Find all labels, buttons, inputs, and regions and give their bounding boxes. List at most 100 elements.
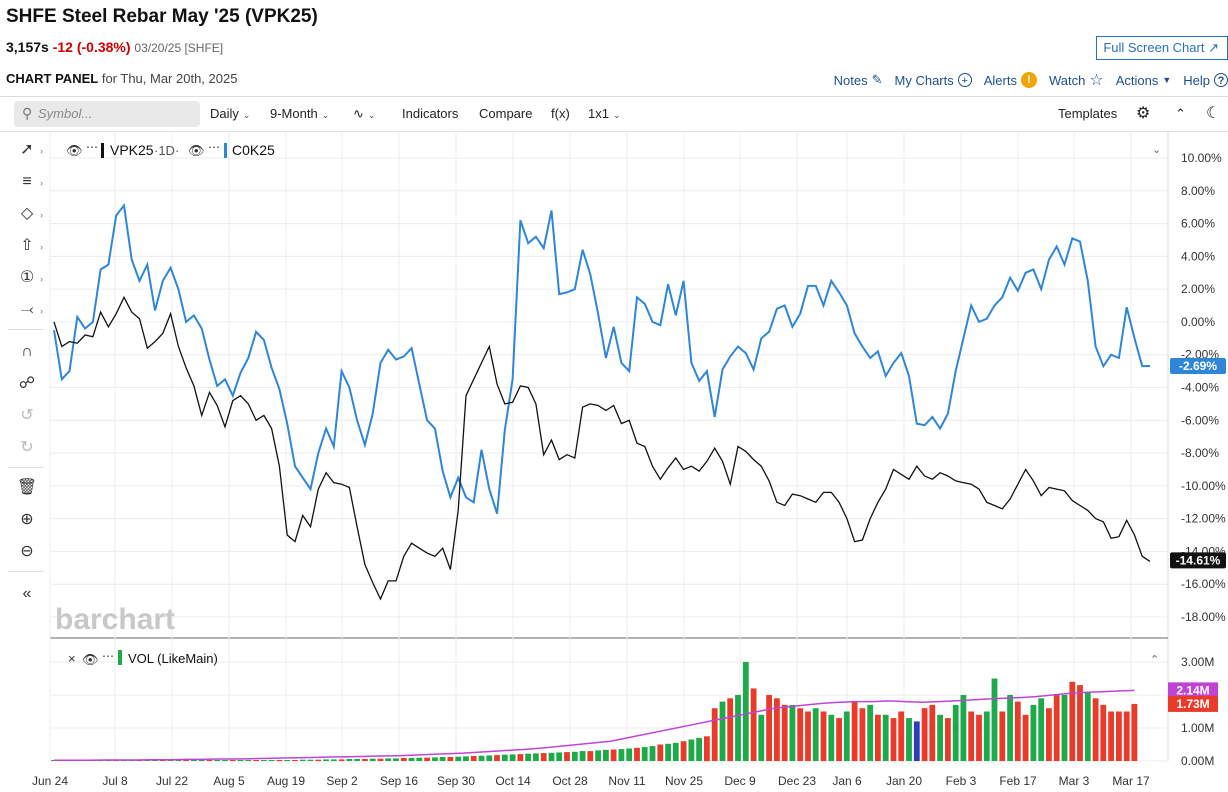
x-tick-label: Jul 8 xyxy=(102,774,128,788)
volume-bar xyxy=(152,760,158,761)
volume-bar xyxy=(711,708,718,761)
chart-type-select[interactable]: ∿ ⌄ xyxy=(353,97,375,131)
lock-icon[interactable]: ☍ xyxy=(18,375,36,392)
plus-icon: + xyxy=(957,73,972,87)
volume-bar xyxy=(867,704,874,761)
layout-select[interactable]: 1x1 ⌄ xyxy=(588,97,621,131)
volume-bar xyxy=(618,749,625,761)
x-tick-label: Sep 30 xyxy=(437,774,475,788)
volume-bar xyxy=(183,760,189,761)
volume-bar xyxy=(595,750,601,761)
last-price: 3,157s xyxy=(6,39,49,55)
zoom-out-icon[interactable]: ⊖ xyxy=(20,543,34,560)
volume-bar xyxy=(913,721,920,761)
gear-icon[interactable]: ⚙ xyxy=(1136,105,1151,122)
notes-link[interactable]: Notes ✎ xyxy=(834,70,883,90)
volume-bar xyxy=(292,760,298,761)
undo-icon[interactable]: ↺ xyxy=(20,407,34,424)
x-tick-label: Oct 14 xyxy=(495,774,531,788)
compare-color-swatch xyxy=(224,143,227,158)
volume-bar xyxy=(167,760,174,761)
y-tick-label: -16.00% xyxy=(1181,577,1226,591)
alert-icon: ! xyxy=(1020,72,1037,88)
x-tick-label: Aug 5 xyxy=(213,774,245,788)
volume-legend[interactable]: × 👁 ⋯ VOL (LikeMain) ⌃ xyxy=(68,649,1159,668)
volume-bar xyxy=(400,758,407,761)
fib-tool-icon[interactable]: ≡ xyxy=(22,173,32,190)
time-axis: Jun 24 Jul 8 Jul 22 Aug 5 Aug 19 Sep 2 Sep 16 S… xyxy=(32,774,1150,788)
volume-bar xyxy=(533,753,539,761)
range-select[interactable]: 9-Month ⌄ xyxy=(270,97,329,131)
x-tick-label: Aug 19 xyxy=(267,774,305,788)
help-label: Help xyxy=(1183,72,1210,88)
x-tick-label: Jan 20 xyxy=(886,774,922,788)
volume-bar xyxy=(284,760,291,761)
chevron-down-icon: ▼ xyxy=(1162,75,1172,85)
watch-link[interactable]: Watch ☆ xyxy=(1049,70,1104,90)
volume-bar xyxy=(571,751,578,761)
volume-bar xyxy=(338,759,345,761)
y-tick-label: 6.00% xyxy=(1181,217,1215,231)
annotation-tool-icon[interactable]: ① xyxy=(19,269,35,286)
compare-button[interactable]: Compare xyxy=(479,106,533,121)
volume-bar xyxy=(1053,695,1060,761)
y-tick-label: 0.00% xyxy=(1181,315,1215,329)
my-charts-link[interactable]: My Charts + xyxy=(895,70,972,90)
help-link[interactable]: Help? xyxy=(1183,70,1228,90)
measure-tool-icon[interactable]: ⤙ xyxy=(20,301,34,318)
volume-bar xyxy=(198,760,205,761)
redo-icon[interactable]: ↻ xyxy=(20,439,34,456)
x-tick-label: Sep 2 xyxy=(326,774,358,788)
volume-bar xyxy=(385,758,392,761)
y-tick-label: -10.00% xyxy=(1181,479,1226,493)
volume-bar xyxy=(299,759,306,761)
volume-bar xyxy=(634,747,640,761)
line-chart-icon: ∿ xyxy=(353,106,364,121)
svg-text:-14.61%: -14.61% xyxy=(1176,553,1221,567)
volume-bar xyxy=(268,760,275,761)
volume-bar xyxy=(704,736,710,762)
price-chart[interactable]: barchart 10.00% 8.00% 6.00% 4.00% 2.00% 0.00%… xyxy=(0,131,1228,792)
y-tick-label: 4.00% xyxy=(1181,249,1215,263)
templates-button[interactable]: Templates xyxy=(1058,106,1118,121)
main-legend[interactable]: 👁 ⋯ VPK25 ·1D· 👁 ⋯ C0K25 ⌄ xyxy=(66,140,1161,159)
volume-bar xyxy=(393,758,399,761)
top-nav: Notes ✎ My Charts + Alerts! Watch ☆ Actions… xyxy=(826,70,1228,90)
volume-bar xyxy=(1069,681,1076,761)
symbol-search-input[interactable]: Symbol... xyxy=(14,101,200,127)
magnet-icon[interactable]: ∩ xyxy=(21,343,33,360)
volume-bars xyxy=(51,662,1138,762)
volume-bar xyxy=(432,757,438,761)
volume-bar xyxy=(315,759,322,761)
chevrons-up-icon[interactable]: ⌃ xyxy=(1175,106,1186,121)
volume-bar xyxy=(781,704,788,761)
arrow-tool-icon[interactable]: ⇧ xyxy=(20,237,34,254)
full-screen-chart-button[interactable]: Full Screen Chart ↗ xyxy=(1096,36,1228,60)
volume-bar xyxy=(805,711,811,761)
panel-date: for Thu, Mar 20th, 2025 xyxy=(101,71,238,86)
search-icon: ⚲ xyxy=(22,105,33,121)
volume-bar xyxy=(649,746,656,761)
zoom-in-icon[interactable]: ⊕ xyxy=(20,511,34,528)
y-tick-label: -18.00% xyxy=(1181,610,1226,624)
x-tick-label: Sep 16 xyxy=(380,774,418,788)
panel-title: CHART PANEL xyxy=(6,71,99,86)
volume-bar xyxy=(999,711,1006,761)
x-tick-label: Jan 6 xyxy=(832,774,862,788)
chart-panel-label: CHART PANEL for Thu, Mar 20th, 2025 xyxy=(6,71,237,86)
alerts-link[interactable]: Alerts! xyxy=(984,70,1037,90)
shape-tool-icon[interactable]: ◇ xyxy=(20,205,34,222)
y-tick-label: 10.00% xyxy=(1181,151,1222,165)
indicators-button[interactable]: Indicators xyxy=(402,106,459,121)
interval-select[interactable]: Daily ⌄ xyxy=(210,97,250,131)
line-tool-icon[interactable]: ➚ xyxy=(20,141,34,158)
volume-bar xyxy=(455,756,462,761)
chevron-up-icon: ⌃ xyxy=(1150,654,1159,666)
moon-icon[interactable]: ☾ xyxy=(1206,105,1221,122)
fx-button[interactable]: f(x) xyxy=(551,106,570,121)
actions-menu[interactable]: Actions ▼ xyxy=(1116,70,1172,90)
watch-label: Watch xyxy=(1048,72,1086,88)
trash-icon[interactable]: 🗑 xyxy=(16,479,38,496)
volume-bar xyxy=(540,753,547,761)
collapse-icon[interactable]: « xyxy=(22,585,32,602)
